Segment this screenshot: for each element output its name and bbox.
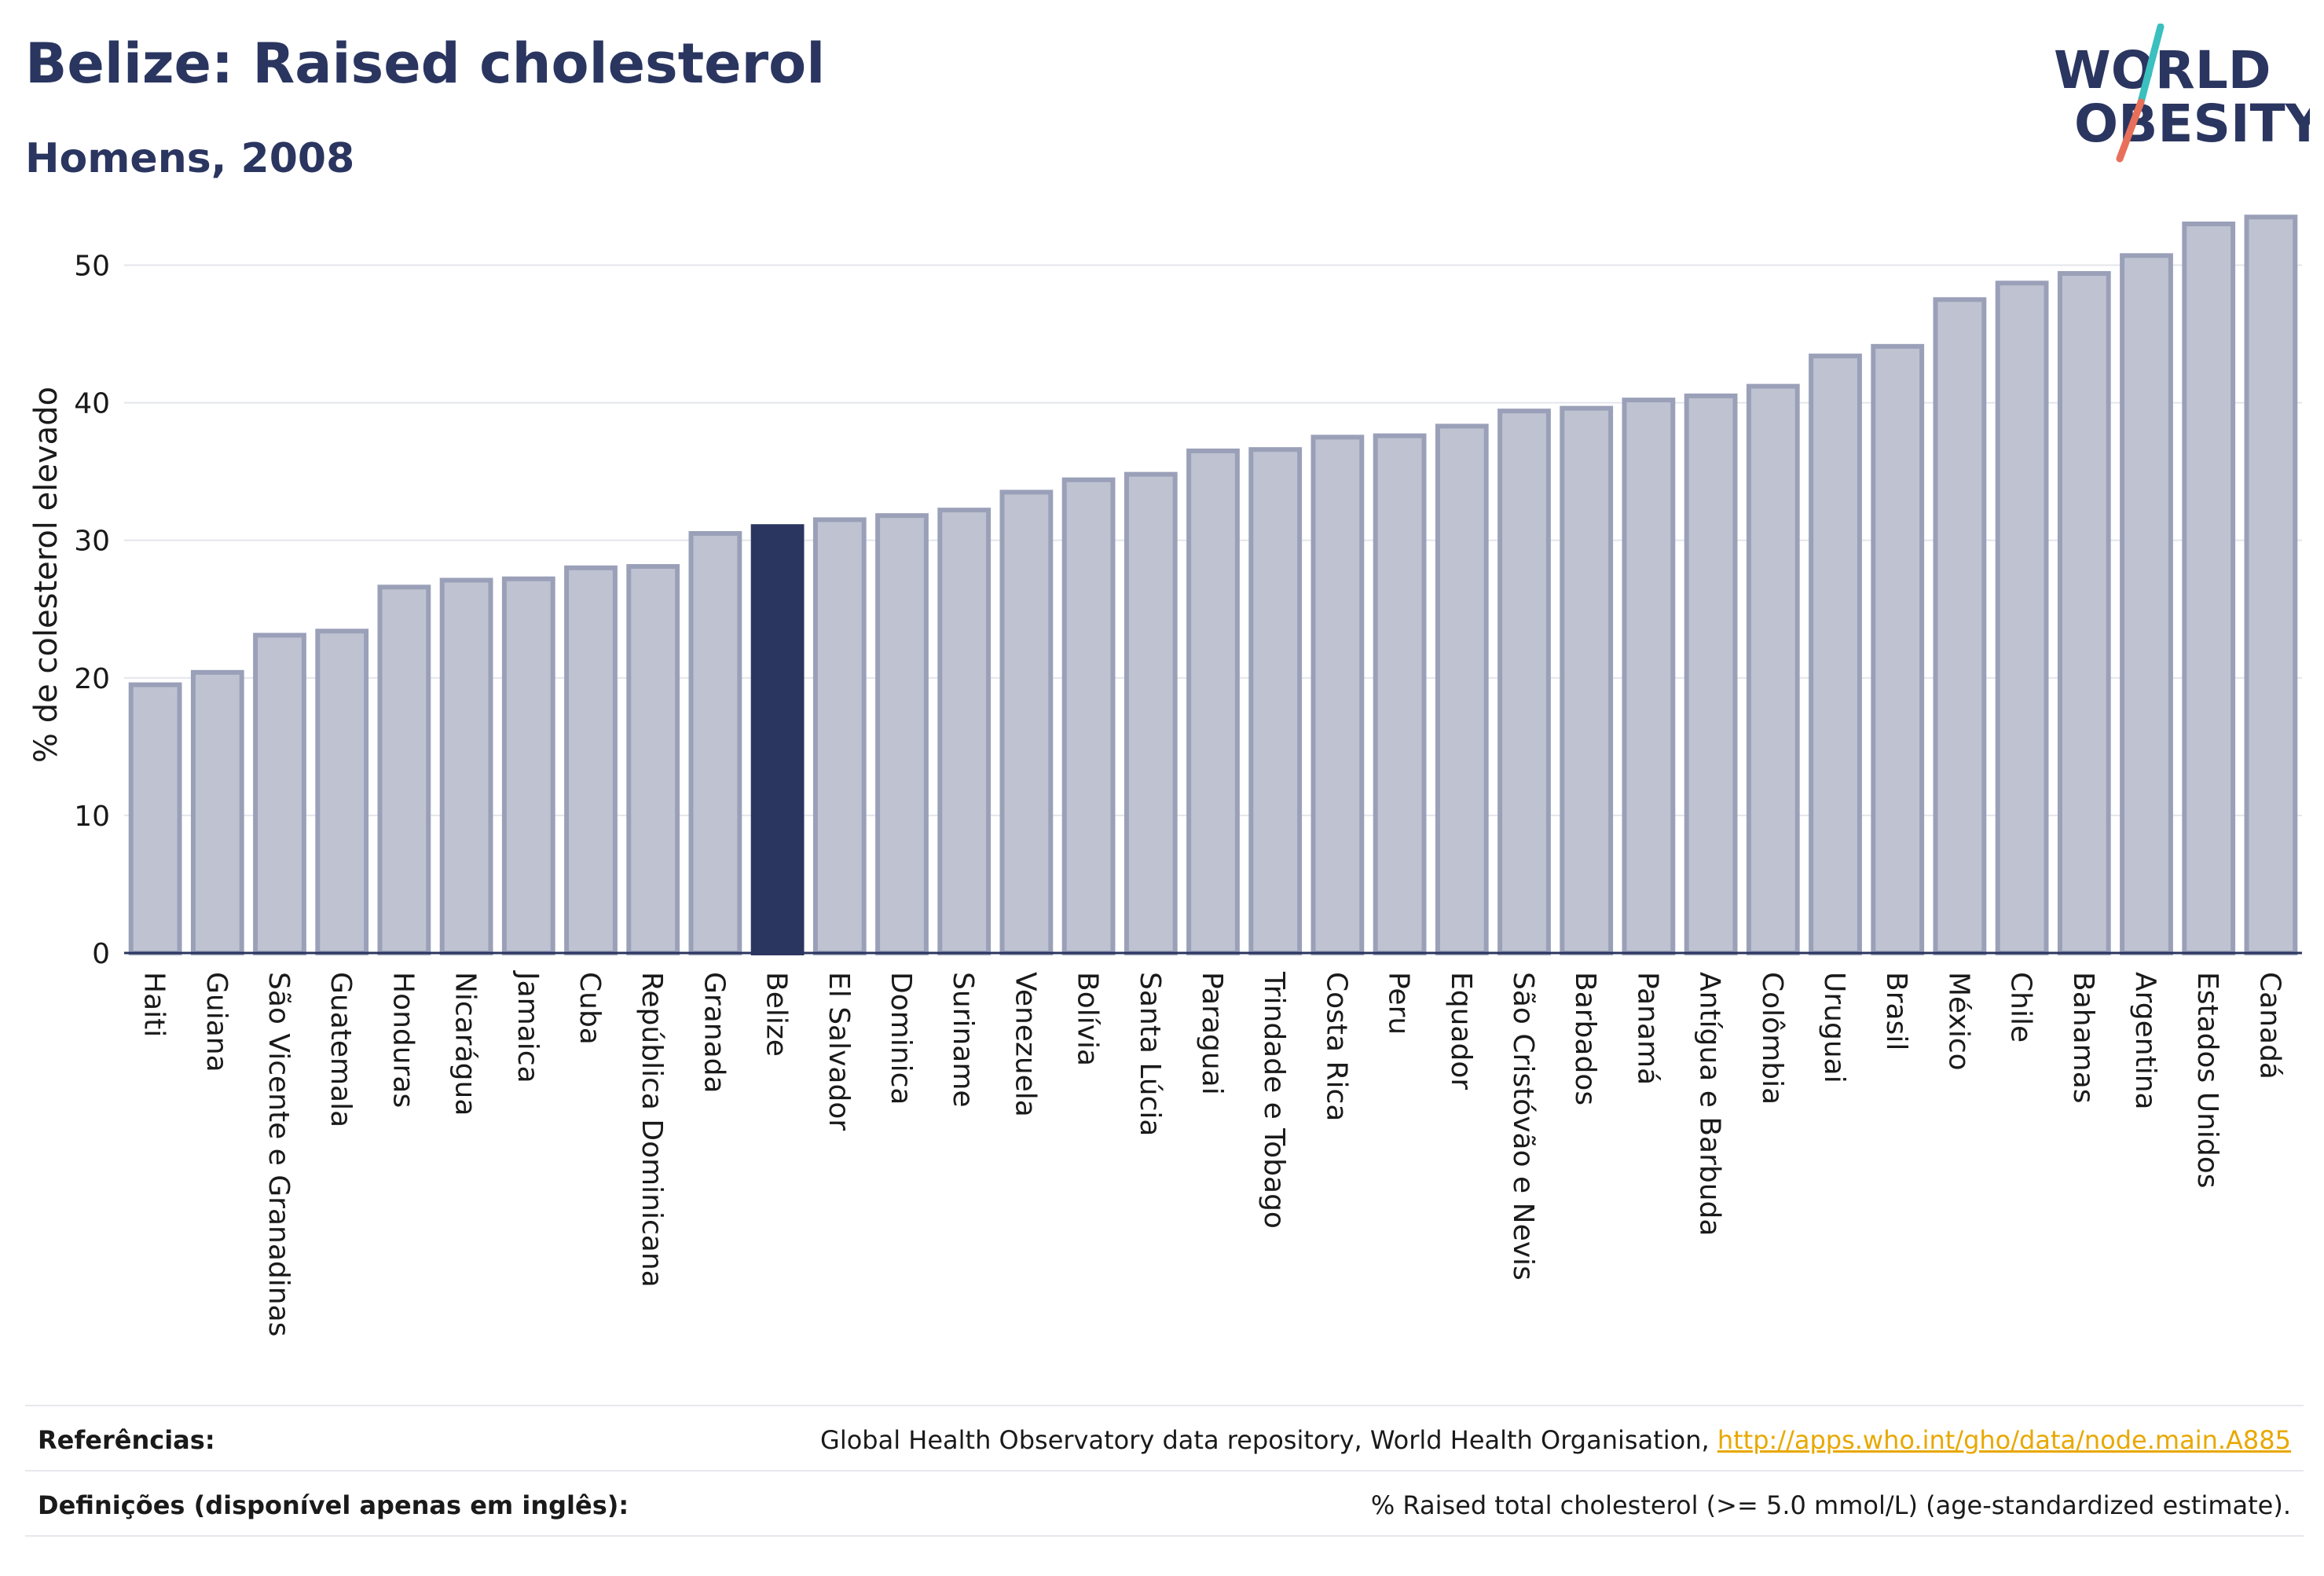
y-tick-label: 10	[74, 801, 110, 833]
logo-slash-coral	[2116, 98, 2145, 163]
bar	[1995, 280, 2049, 956]
logo-slash-teal	[2137, 24, 2165, 106]
bar	[501, 576, 555, 956]
x-tick-label: Panamá	[1631, 972, 1663, 1085]
x-tick-label: Trindade e Tobago	[1258, 971, 1290, 1229]
x-tick-label: Honduras	[387, 972, 419, 1108]
bar	[1684, 393, 1738, 955]
bar	[2120, 253, 2173, 956]
bar	[875, 513, 929, 955]
bar	[937, 508, 992, 955]
bar	[1497, 409, 1551, 955]
bar	[999, 489, 1054, 955]
bar	[688, 530, 742, 955]
x-tick-label: Canadá	[2253, 972, 2286, 1079]
x-tick-label: Jamaica	[511, 970, 544, 1083]
bar	[2057, 271, 2111, 955]
bar	[377, 585, 431, 955]
footer-divider	[25, 1535, 2304, 1537]
x-tick-label: El Salvador	[823, 972, 855, 1131]
definitions-value: % Raised total cholesterol (>= 5.0 mmol/…	[1370, 1490, 2291, 1520]
logo-line1: WORLD	[2054, 40, 2271, 101]
bar	[2182, 222, 2236, 955]
x-tick-label: Guiana	[200, 972, 233, 1072]
bar	[1186, 448, 1240, 955]
bar	[1622, 398, 1676, 956]
bar	[1809, 354, 1862, 955]
x-tick-label: Suriname	[947, 972, 979, 1108]
x-tick-label: Antígua e Barbuda	[1694, 972, 1726, 1236]
y-tick-label: 40	[74, 388, 110, 420]
bar	[626, 563, 680, 956]
x-tick-label: Uruguai	[1818, 972, 1850, 1083]
bar	[190, 669, 244, 956]
x-tick-label: Brasil	[1880, 972, 1912, 1050]
bar	[315, 629, 369, 956]
references-link[interactable]: http://apps.who.int/gho/data/node.main.A…	[1717, 1425, 2291, 1455]
x-tick-label: Barbados	[1569, 972, 1601, 1105]
bar-highlight	[750, 524, 805, 955]
bar	[1746, 383, 1800, 956]
references-row: Referências: Global Health Observatory d…	[25, 1405, 2304, 1469]
x-tick-label: Argentina	[2129, 972, 2161, 1110]
bar	[1124, 471, 1178, 955]
bar	[1373, 433, 1427, 955]
x-tick-label: Chile	[2005, 972, 2037, 1043]
x-tick-label: Bolívia	[1072, 972, 1104, 1066]
bar	[253, 632, 306, 955]
bar	[812, 517, 867, 955]
references-label: Referências:	[38, 1425, 215, 1455]
bar	[439, 577, 493, 956]
bar-chart: 0 10 20 30 40 50 % de colesterol elevado Haiti G…	[28, 214, 2302, 1336]
y-tick-label: 20	[74, 663, 110, 695]
bar	[1248, 447, 1303, 955]
x-tick-label: Colômbia	[1756, 972, 1788, 1105]
x-tick-label: Costa Rica	[1320, 972, 1352, 1121]
bar	[1061, 477, 1116, 955]
x-tick-label: Venezuela	[1009, 972, 1041, 1117]
bar	[1560, 405, 1614, 955]
x-tick-label: Paraguai	[1196, 972, 1228, 1095]
x-tick-label: Granada	[698, 972, 730, 1094]
x-tick-label: Cuba	[574, 972, 606, 1045]
world-obesity-logo: WORLD OBESITY	[2054, 24, 2310, 163]
x-tick-label: Estados Unidos	[2191, 972, 2223, 1189]
y-tick-label: 30	[74, 526, 110, 558]
references-text: Global Health Observatory data repositor…	[820, 1425, 1717, 1455]
y-axis-label: % de colesterol elevado	[28, 387, 64, 763]
x-tick-label: Santa Lúcia	[1134, 972, 1166, 1136]
page-subtitle: Homens, 2008	[25, 135, 355, 182]
x-tick-label: Peru	[1383, 972, 1415, 1035]
x-tick-label: Haiti	[138, 972, 170, 1037]
x-tick-label: México	[1942, 972, 1974, 1071]
x-tick-label: Equador	[1445, 972, 1477, 1090]
definitions-label: Definições (disponível apenas em inglês)…	[38, 1490, 629, 1520]
bar	[564, 565, 618, 956]
y-tick-label: 50	[74, 251, 110, 283]
x-tick-label: Nicarágua	[449, 972, 482, 1116]
x-tick-label: Bahamas	[2067, 972, 2099, 1104]
x-tick-label: Belize	[761, 972, 793, 1057]
logo-line2: OBESITY	[2074, 93, 2310, 154]
x-tick-label: São Cristóvão e Nevis	[1507, 972, 1539, 1281]
references-value: Global Health Observatory data repositor…	[820, 1425, 2291, 1455]
bar	[1933, 297, 1987, 955]
bar	[1435, 423, 1489, 955]
x-tick-label: Guatemala	[324, 972, 357, 1127]
page-title: Belize: Raised cholesterol	[25, 31, 826, 96]
y-tick-label: 0	[92, 938, 110, 970]
x-tick-label: Dominica	[885, 972, 917, 1105]
bar	[1310, 434, 1365, 955]
definitions-row: Definições (disponível apenas em inglês)…	[25, 1470, 2304, 1534]
x-tick-label: República Dominicana	[636, 972, 668, 1288]
bar	[128, 682, 182, 956]
x-tick-label: São Vicente e Granadinas	[262, 972, 295, 1336]
bar	[1871, 343, 1925, 955]
bar	[2244, 214, 2298, 956]
